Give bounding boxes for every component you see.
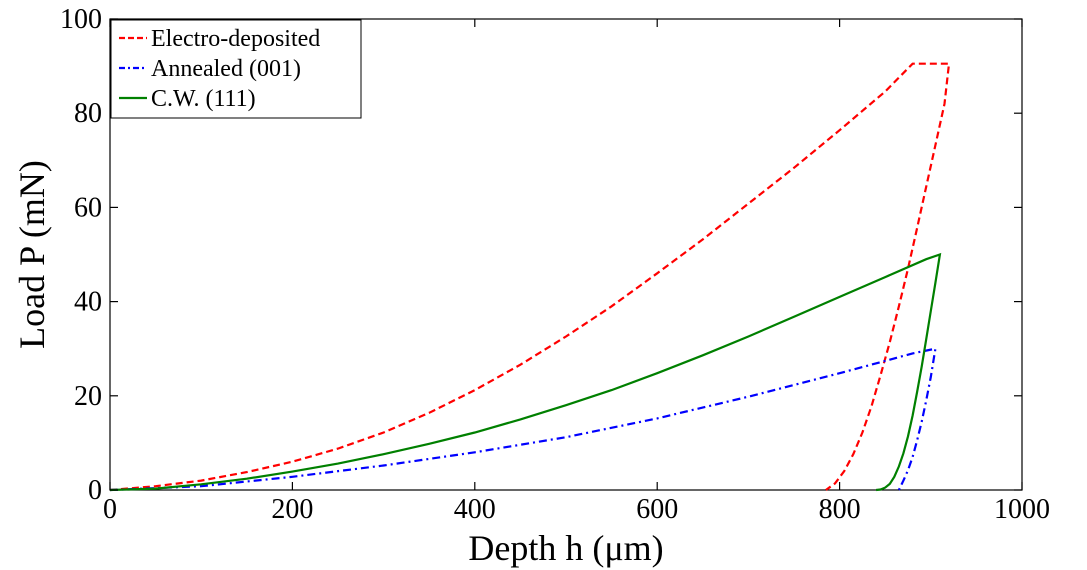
y-tick-label: 20 [74, 381, 102, 412]
legend-label-1: Electro-deposited [151, 26, 320, 52]
y-tick-label: 40 [74, 287, 102, 318]
legend-label-2: Annealed (001) [151, 56, 301, 82]
legend: Electro-deposited Annealed (001) C.W. (111… [110, 19, 362, 119]
series-layer [109, 62, 951, 492]
y-tick-label: 0 [88, 475, 102, 506]
y-axis-label: Load P (mN) [12, 160, 52, 349]
legend-box [110, 19, 362, 119]
x-tick-label: 800 [819, 494, 861, 525]
y-tick-label: 60 [74, 192, 102, 223]
series-line-2 [109, 347, 937, 492]
x-tick-label: 600 [636, 494, 678, 525]
x-tick-label: 400 [454, 494, 496, 525]
y-tick-label: 80 [74, 98, 102, 129]
x-tick-label: 200 [271, 494, 313, 525]
y-tick-label: 100 [60, 4, 102, 35]
x-tick-label: 0 [103, 494, 117, 525]
legend-label-3: C.W. (111) [151, 86, 256, 112]
series-line-3 [109, 252, 942, 492]
series-line-1 [109, 62, 951, 492]
x-axis-label: Depth h (μm) [468, 528, 663, 568]
x-tick-label: 1000 [994, 494, 1050, 525]
ticks-layer: 0 200 400 600 800 1000 0 20 40 60 80 100 [60, 4, 1050, 525]
